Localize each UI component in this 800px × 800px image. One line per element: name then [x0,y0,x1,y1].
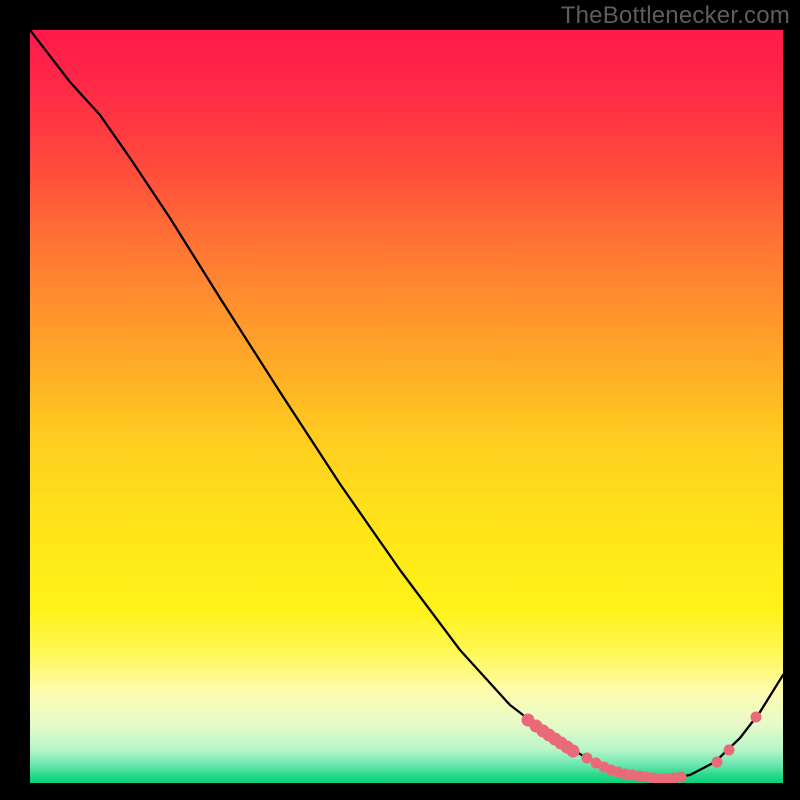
plot-gradient-area [30,30,783,783]
data-marker [724,745,735,756]
watermark-text: TheBottlenecker.com [561,2,790,30]
chart-svg [0,0,800,800]
data-marker [712,757,723,768]
data-marker [567,745,580,758]
data-marker [751,712,762,723]
stage: TheBottlenecker.com [0,0,800,800]
data-marker [676,772,687,783]
